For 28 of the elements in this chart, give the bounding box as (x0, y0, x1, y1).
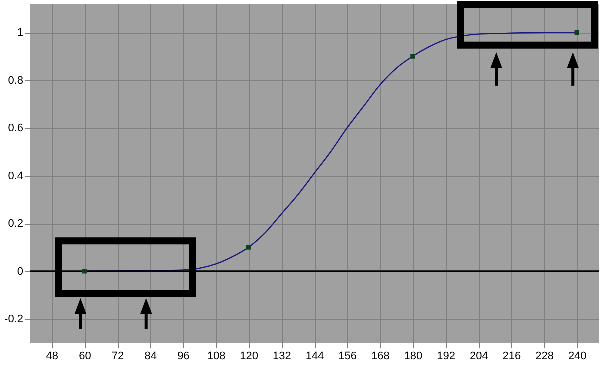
y-tick-label: 0 (17, 266, 24, 278)
x-tick-label: 120 (240, 350, 259, 362)
x-tick-label: 144 (306, 350, 324, 362)
x-tick-label: 84 (144, 350, 157, 362)
point (246, 245, 252, 250)
y-tick-label: 1 (17, 27, 24, 40)
x-tick-label: 132 (272, 350, 292, 362)
y-tick-label: 0.8 (8, 74, 24, 87)
x-tick-label: 72 (112, 350, 124, 362)
x-tick-label: 168 (371, 350, 390, 362)
x-tick-label: 156 (338, 350, 358, 362)
x-tick-label: 228 (536, 350, 554, 362)
x-tick-label: 60 (79, 350, 92, 362)
x-tick-label: 192 (437, 350, 456, 362)
x-tick-label: 108 (207, 350, 226, 362)
x-tick-label: 96 (178, 350, 190, 362)
y-tick-label: 0.2 (8, 218, 24, 230)
point (82, 269, 88, 274)
x-tick-label: 180 (404, 350, 423, 362)
y-tick-label: 0.6 (8, 122, 24, 135)
x-tick-label: 204 (470, 350, 488, 362)
x-tick-label: 216 (502, 350, 522, 362)
point (574, 30, 580, 35)
x-tick-label: 48 (46, 350, 59, 362)
y-tick-label: -0.2 (4, 314, 24, 326)
y-tick-label: 0.4 (8, 170, 24, 182)
x-tick-label: 240 (568, 350, 587, 362)
point (410, 54, 416, 59)
